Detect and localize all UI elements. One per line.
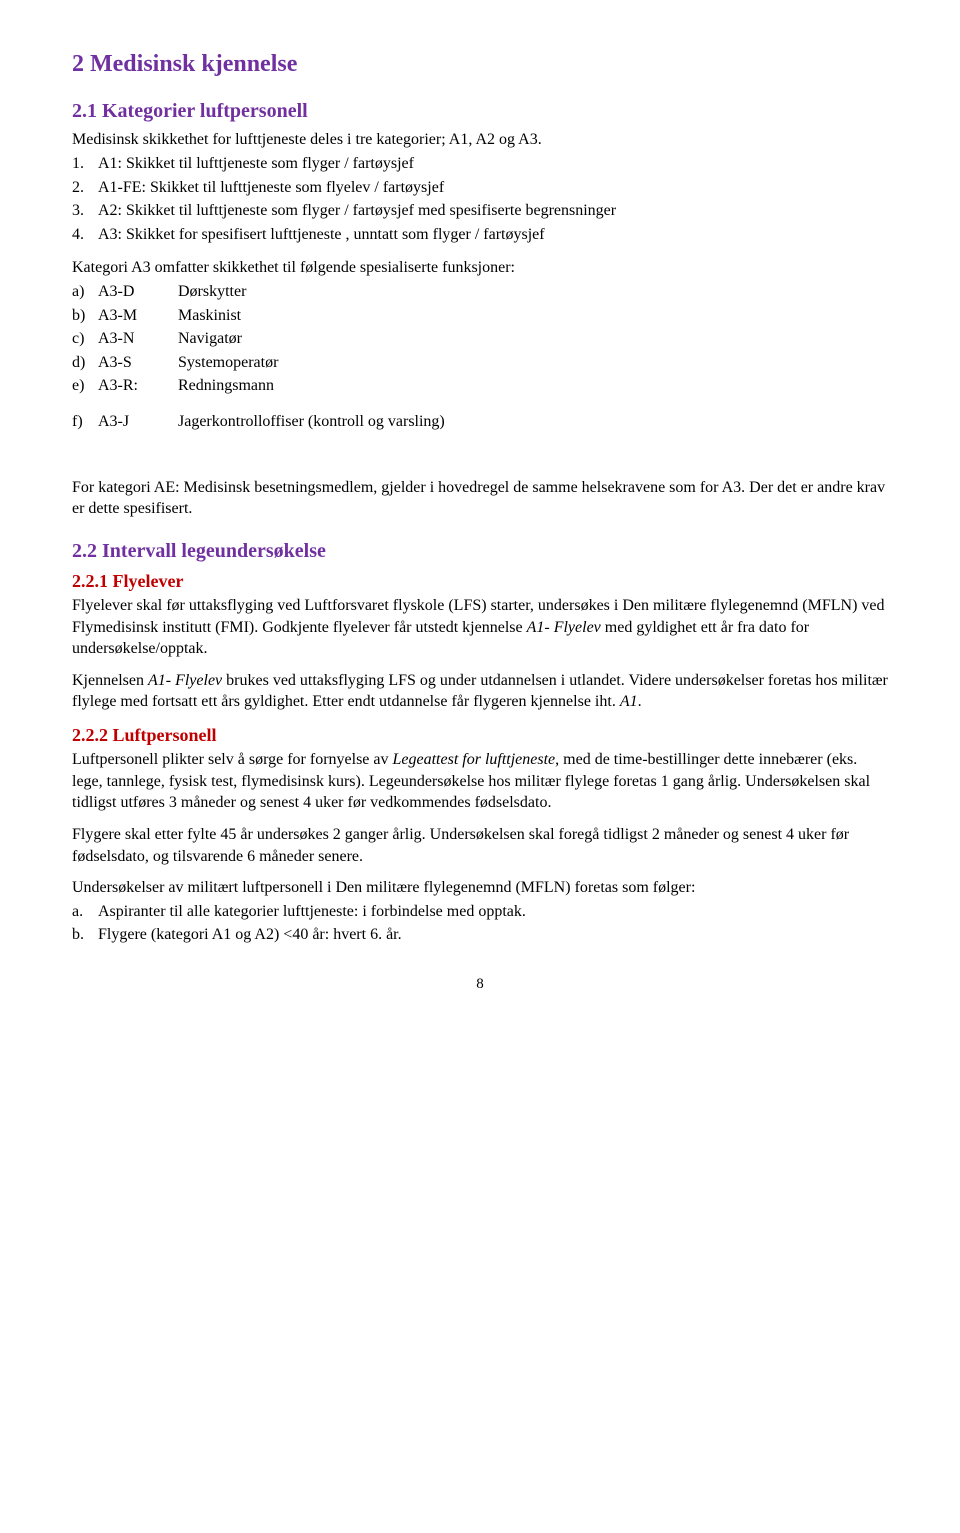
italic-text: Legeattest for lufttjeneste	[393, 751, 556, 768]
item-num: 4.	[72, 224, 98, 246]
item-letter: f)	[72, 411, 98, 433]
heading-2-2-1: 2.2.1 Flyelever	[72, 569, 888, 593]
item-letter: a.	[72, 901, 98, 923]
item-text: A2: Skikket til lufttjeneste som flyger …	[98, 200, 616, 222]
text-fragment: Luftpersonell plikter selv å sørge for f…	[72, 751, 393, 768]
para-luftpersonell-3: Undersøkelser av militært luftpersonell …	[72, 877, 888, 899]
list-item: a. Aspiranter til alle kategorier lufttj…	[72, 901, 888, 923]
item-role: Systemoperatør	[178, 352, 278, 374]
item-code: A3-D	[98, 281, 178, 303]
italic-text: A1- Flyelev	[148, 672, 222, 689]
item-num: 2.	[72, 177, 98, 199]
text-fragment: .	[638, 693, 642, 710]
italic-text: A1	[620, 693, 638, 710]
list-item: d) A3-S Systemoperatør	[72, 352, 888, 374]
item-code: A3-R:	[98, 375, 178, 397]
intro-text: Medisinsk skikkethet for lufttjeneste de…	[72, 129, 888, 151]
note-text: For kategori AE: Medisinsk besetningsmed…	[72, 477, 888, 520]
list-item: 4. A3: Skikket for spesifisert lufttjene…	[72, 224, 888, 246]
page-number: 8	[72, 974, 888, 994]
item-role: Jagerkontrolloffiser (kontroll og varsli…	[178, 411, 445, 433]
list-item: 1. A1: Skikket til lufttjeneste som flyg…	[72, 153, 888, 175]
heading-2-1: 2.1 Kategorier luftpersonell	[72, 98, 888, 125]
list-item: 3. A2: Skikket til lufttjeneste som flyg…	[72, 200, 888, 222]
heading-2-2-2: 2.2.2 Luftpersonell	[72, 723, 888, 747]
item-code: A3-J	[98, 411, 178, 433]
item-num: 1.	[72, 153, 98, 175]
text-fragment: Kjennelsen	[72, 672, 148, 689]
numbered-list: 1. A1: Skikket til lufttjeneste som flyg…	[72, 153, 888, 245]
list-item: c) A3-N Navigatør	[72, 328, 888, 350]
func-intro: Kategori A3 omfatter skikkethet til følg…	[72, 257, 888, 279]
item-code: A3-N	[98, 328, 178, 350]
item-num: 3.	[72, 200, 98, 222]
para-flyelever-2: Kjennelsen A1- Flyelev brukes ved uttaks…	[72, 670, 888, 713]
letter-list: a) A3-D Dørskytter b) A3-M Maskinist c) …	[72, 281, 888, 433]
item-letter: b.	[72, 924, 98, 946]
list-item: b) A3-M Maskinist	[72, 305, 888, 327]
item-code: A3-M	[98, 305, 178, 327]
italic-text: A1- Flyelev	[527, 619, 601, 636]
item-letter: b)	[72, 305, 98, 327]
para-flyelever-1: Flyelever skal før uttaksflyging ved Luf…	[72, 595, 888, 660]
list-item: f) A3-J Jagerkontrolloffiser (kontroll o…	[72, 411, 888, 433]
heading-2-2: 2.2 Intervall legeundersøkelse	[72, 538, 888, 565]
list-item: b. Flygere (kategori A1 og A2) <40 år: h…	[72, 924, 888, 946]
item-role: Dørskytter	[178, 281, 246, 303]
list-item: e) A3-R: Redningsmann	[72, 375, 888, 397]
item-code: A3-S	[98, 352, 178, 374]
item-text: A1-FE: Skikket til lufttjeneste som flye…	[98, 177, 444, 199]
list-item: a) A3-D Dørskytter	[72, 281, 888, 303]
item-text: Flygere (kategori A1 og A2) <40 år: hver…	[98, 924, 402, 946]
heading-main: 2 Medisinsk kjennelse	[72, 48, 888, 80]
item-text: A1: Skikket til lufttjeneste som flyger …	[98, 153, 414, 175]
letter-list-2: a. Aspiranter til alle kategorier lufttj…	[72, 901, 888, 946]
item-letter: c)	[72, 328, 98, 350]
para-luftpersonell-2: Flygere skal etter fylte 45 år undersøke…	[72, 824, 888, 867]
para-luftpersonell-1: Luftpersonell plikter selv å sørge for f…	[72, 749, 888, 814]
item-letter: e)	[72, 375, 98, 397]
item-letter: d)	[72, 352, 98, 374]
item-letter: a)	[72, 281, 98, 303]
item-role: Redningsmann	[178, 375, 274, 397]
item-text: Aspiranter til alle kategorier lufttjene…	[98, 901, 526, 923]
item-role: Maskinist	[178, 305, 241, 327]
item-role: Navigatør	[178, 328, 242, 350]
item-text: A3: Skikket for spesifisert lufttjeneste…	[98, 224, 545, 246]
list-item: 2. A1-FE: Skikket til lufttjeneste som f…	[72, 177, 888, 199]
